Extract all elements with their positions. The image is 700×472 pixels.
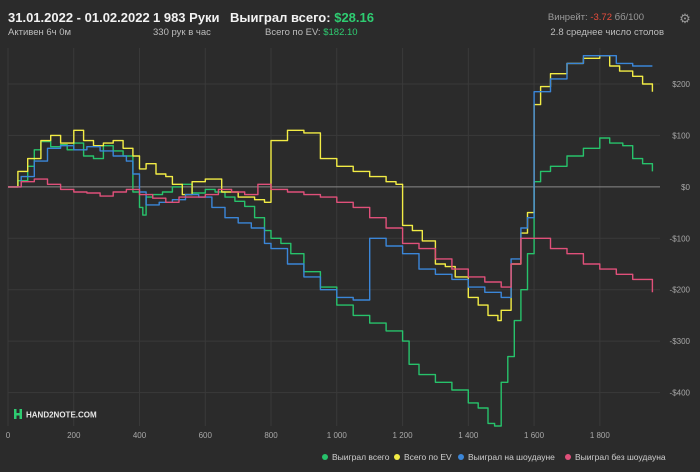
x-tick-label: 600 [199, 431, 213, 440]
x-tick-label: 0 [6, 431, 11, 440]
y-tick-label: $0 [681, 183, 690, 192]
legend-item-non-showdown[interactable]: Выиграл без шоудауна [565, 451, 666, 463]
y-tick-label: $100 [672, 131, 690, 140]
x-axis-ticks: 0 200 400 600 800 1 000 1 200 1 400 1 600 1 800 [6, 431, 611, 440]
chart-grid [7, 48, 660, 426]
stats-header: 31.01.2022 - 01.02.2022 Активен 6ч 0м 1 … [0, 0, 700, 44]
series-line-non-showdown [8, 178, 654, 293]
x-tick-label: 800 [264, 431, 278, 440]
y-tick-label: $200 [672, 80, 690, 89]
series-line-showdown [8, 55, 653, 301]
y-tick-label: -$300 [670, 337, 691, 346]
winrate-unit: бб/100 [614, 12, 644, 23]
legend-label-ev: Всего по EV [404, 452, 452, 462]
tables-average: 2.8 среднее число столов [550, 27, 664, 38]
ev-value: $182.10 [323, 27, 358, 38]
ev-label: Всего по EV: [265, 27, 321, 38]
hands-count: 1 983 Руки [153, 10, 220, 25]
x-tick-label: 200 [67, 431, 81, 440]
winrate-label: Винрейт: [547, 12, 588, 23]
logo-mark-bar [14, 413, 22, 416]
legend-label-won-total: Выиграл всего [332, 452, 390, 462]
x-tick-label: 1 600 [524, 431, 545, 440]
y-tick-label: -$200 [670, 286, 691, 295]
legend-dot-won-total [322, 454, 328, 460]
x-tick-label: 1 400 [458, 431, 479, 440]
legend-item-won-total[interactable]: Выиграл всего [322, 451, 389, 463]
logo-text: HAND2NOTE.COM [26, 411, 97, 420]
won-total: Выиграл всего: $28.16 [230, 10, 374, 25]
legend-dot-ev [394, 454, 400, 460]
date-range: 31.01.2022 - 01.02.2022 [8, 10, 150, 25]
profit-chart: 0 200 400 600 800 1 000 1 200 1 400 1 600 1 800 $… [6, 48, 691, 440]
won-total-label: Выиграл всего: [230, 10, 331, 25]
y-tick-label: -$400 [670, 389, 691, 398]
series-line-ev [8, 55, 654, 322]
legend-dot-showdown [458, 454, 464, 460]
gear-icon[interactable]: ⚙ [679, 11, 691, 26]
y-axis-ticks: $200 $100 $0 -$100 -$200 -$300 -$400 [670, 80, 691, 398]
legend-label-non-showdown: Выиграл без шоудауна [575, 452, 666, 462]
chart-series [8, 55, 654, 427]
ev-total: Всего по EV: $182.10 [265, 27, 358, 38]
x-tick-label: 400 [133, 431, 147, 440]
legend-label-showdown: Выиграл на шоудауне [468, 452, 555, 462]
legend-dot-non-showdown [565, 454, 571, 460]
series-line-won-total [8, 137, 654, 427]
hands-per-hour: 330 рук в час [153, 27, 211, 38]
y-tick-label: -$100 [670, 234, 691, 243]
active-time: Активен 6ч 0м [8, 27, 72, 38]
hand2note-logo: HAND2NOTE.COM [14, 409, 97, 420]
x-tick-label: 1 200 [393, 431, 414, 440]
legend-item-ev[interactable]: Всего по EV [394, 451, 452, 463]
x-tick-label: 1 000 [327, 431, 348, 440]
winrate-value: -3.72 [590, 12, 612, 23]
legend-item-showdown[interactable]: Выиграл на шоудауне [458, 451, 555, 463]
won-total-value: $28.16 [334, 10, 374, 25]
x-tick-label: 1 800 [590, 431, 611, 440]
winrate: Винрейт: -3.72 бб/100 [548, 12, 644, 23]
